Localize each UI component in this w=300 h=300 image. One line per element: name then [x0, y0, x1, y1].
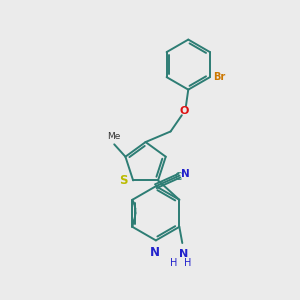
Text: N: N	[181, 169, 189, 179]
Text: N: N	[179, 249, 188, 259]
Text: H: H	[184, 258, 191, 268]
Text: S: S	[119, 174, 128, 187]
Text: Br: Br	[214, 72, 226, 82]
Text: H: H	[169, 258, 177, 268]
Text: C: C	[175, 172, 182, 182]
Text: Me: Me	[107, 132, 121, 141]
Text: O: O	[179, 106, 188, 116]
Text: N: N	[149, 246, 159, 259]
